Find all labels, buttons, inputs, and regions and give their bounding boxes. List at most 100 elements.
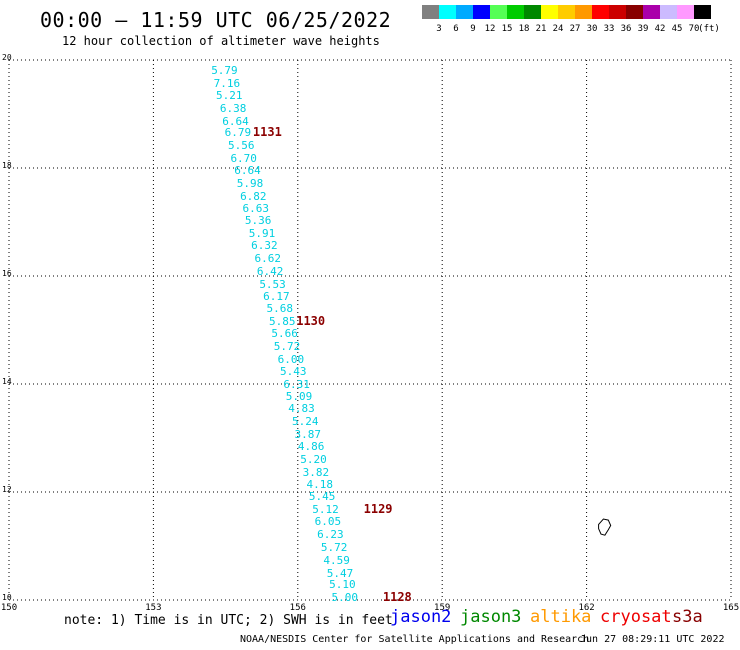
wave-height-value: 6.05 xyxy=(314,515,342,529)
colorbar-label: 30 xyxy=(586,24,598,34)
map-title: 00:00 – 11:59 UTC 06/25/2022 xyxy=(40,8,392,32)
colorbar-label: 45 xyxy=(671,24,683,34)
wave-height-value: 5.24 xyxy=(292,415,319,429)
wave-height-value: 5.91 xyxy=(248,227,276,241)
orbit-number-label: 1128 xyxy=(382,589,412,604)
credit-line: NOAA/NESDIS Center for Satellite Applica… xyxy=(240,634,590,645)
wave-height-value: 5.20 xyxy=(300,453,327,467)
colorbar-label: 27 xyxy=(569,24,581,34)
wave-height-value: 6.00 xyxy=(277,352,305,366)
wave-height-value: 6.63 xyxy=(242,202,269,216)
units-note: note: 1) Time is in UTC; 2) SWH is in fe… xyxy=(64,613,393,628)
wave-height-value: 5.53 xyxy=(259,277,286,291)
colorbar-label: 70 xyxy=(688,24,700,34)
lon-tick-label: 156 xyxy=(289,603,306,613)
colorbar-swatch xyxy=(558,5,575,19)
wave-height-value: 5.85 xyxy=(268,314,296,328)
lat-tick-label: 12 xyxy=(2,485,12,494)
wave-height-value: 5.10 xyxy=(329,578,356,592)
wave-height-value: 4.59 xyxy=(323,553,350,567)
colorbar-swatch xyxy=(575,5,592,19)
colorbar-label: 3 xyxy=(436,24,442,34)
orbit-number-label: 1130 xyxy=(296,313,326,328)
colorbar-label: 42 xyxy=(654,24,666,34)
colorbar-label: 24 xyxy=(552,24,564,34)
colorbar-swatch xyxy=(439,5,456,19)
colorbar-label: 15 xyxy=(501,24,513,34)
wave-height-value: 5.09 xyxy=(285,389,313,403)
wave-height-value: 5.72 xyxy=(273,340,301,354)
lon-tick-label: 165 xyxy=(722,603,740,613)
colorbar-swatch xyxy=(626,5,643,19)
lat-tick-label: 20 xyxy=(2,53,12,62)
wave-height-value: 6.70 xyxy=(230,151,257,165)
lon-tick-label: 159 xyxy=(434,603,451,613)
wave-height-value: 6.23 xyxy=(317,528,344,542)
wave-height-value: 5.21 xyxy=(216,89,243,103)
wave-height-value: 6.64 xyxy=(222,114,249,128)
lat-tick-label: 10 xyxy=(2,593,12,602)
wave-height-value: 5.79 xyxy=(211,63,238,77)
colorbar-swatch xyxy=(694,5,711,19)
wave-height-value: 6.64 xyxy=(234,164,261,178)
legend-jason2: jason2 xyxy=(390,607,452,627)
legend-jason3: jason3 xyxy=(460,607,522,627)
wave-height-value: 6.32 xyxy=(251,239,278,253)
colorbar-label: 21 xyxy=(535,24,547,34)
colorbar-swatch xyxy=(643,5,660,19)
colorbar-label: 18 xyxy=(518,24,530,34)
wave-height-value: 4.18 xyxy=(306,477,333,491)
lat-tick-label: 18 xyxy=(2,161,12,170)
wave-height-value: 6.79 xyxy=(224,126,252,140)
wave-height-value: 5.56 xyxy=(228,139,255,153)
wave-height-value: 5.45 xyxy=(308,490,336,504)
map-subtitle: 12 hour collection of altimeter wave hei… xyxy=(62,34,380,48)
colorbar-label: 33 xyxy=(603,24,615,34)
colorbar-swatch xyxy=(456,5,473,19)
wave-height-value: 3.82 xyxy=(302,465,330,479)
colorbar-swatch xyxy=(609,5,626,19)
wave-height-value: 5.00 xyxy=(331,590,359,604)
colorbar-label: 39 xyxy=(637,24,649,34)
colorbar-swatch xyxy=(524,5,541,19)
wave-height-value: 6.17 xyxy=(263,289,290,303)
colorbar-swatch xyxy=(507,5,524,19)
wave-height-value: 5.43 xyxy=(280,365,307,379)
wave-height-value: 4.83 xyxy=(288,402,315,416)
colorbar-label: 9 xyxy=(470,24,476,34)
wave-height-value: 5.98 xyxy=(236,176,264,190)
wave-height-value: 4.86 xyxy=(297,440,325,454)
wave-height-value: 3.87 xyxy=(294,427,321,441)
lon-tick-label: 153 xyxy=(145,603,162,613)
colorbar-label: 12 xyxy=(484,24,496,34)
wave-height-value: 6.82 xyxy=(240,189,267,203)
wave-height-value: 6.42 xyxy=(256,265,284,279)
colorbar-label: 6 xyxy=(453,24,459,34)
legend-altika: altika xyxy=(530,607,592,627)
colorbar-swatch xyxy=(541,5,558,19)
lon-tick-label: 150 xyxy=(0,603,18,613)
wave-height-value: 5.68 xyxy=(266,302,294,316)
wave-height-value: 6.38 xyxy=(219,102,247,116)
lat-tick-label: 14 xyxy=(2,377,12,386)
wave-height-value: 5.12 xyxy=(312,503,339,517)
colorbar-swatch xyxy=(422,5,439,19)
wave-height-value: 5.36 xyxy=(244,213,272,227)
orbit-number-label: 1131 xyxy=(252,125,282,140)
wave-height-value: 6.62 xyxy=(254,252,282,266)
orbit-number-label: 1129 xyxy=(363,502,393,517)
lat-tick-label: 16 xyxy=(2,269,12,278)
lon-tick-label: 162 xyxy=(578,603,595,613)
wave-height-value: 7.16 xyxy=(213,76,241,90)
wave-height-value: 5.72 xyxy=(320,541,348,555)
colorbar-unit: (ft) xyxy=(698,24,720,34)
island-outline xyxy=(598,518,612,536)
legend-cryosat: cryosat xyxy=(600,607,672,627)
colorbar-swatch xyxy=(677,5,694,19)
colorbar-swatch xyxy=(473,5,490,19)
legend-s3a: s3a xyxy=(672,607,703,627)
colorbar-swatch xyxy=(592,5,609,19)
colorbar-swatch xyxy=(660,5,677,19)
wave-height-value: 6.31 xyxy=(283,378,310,392)
